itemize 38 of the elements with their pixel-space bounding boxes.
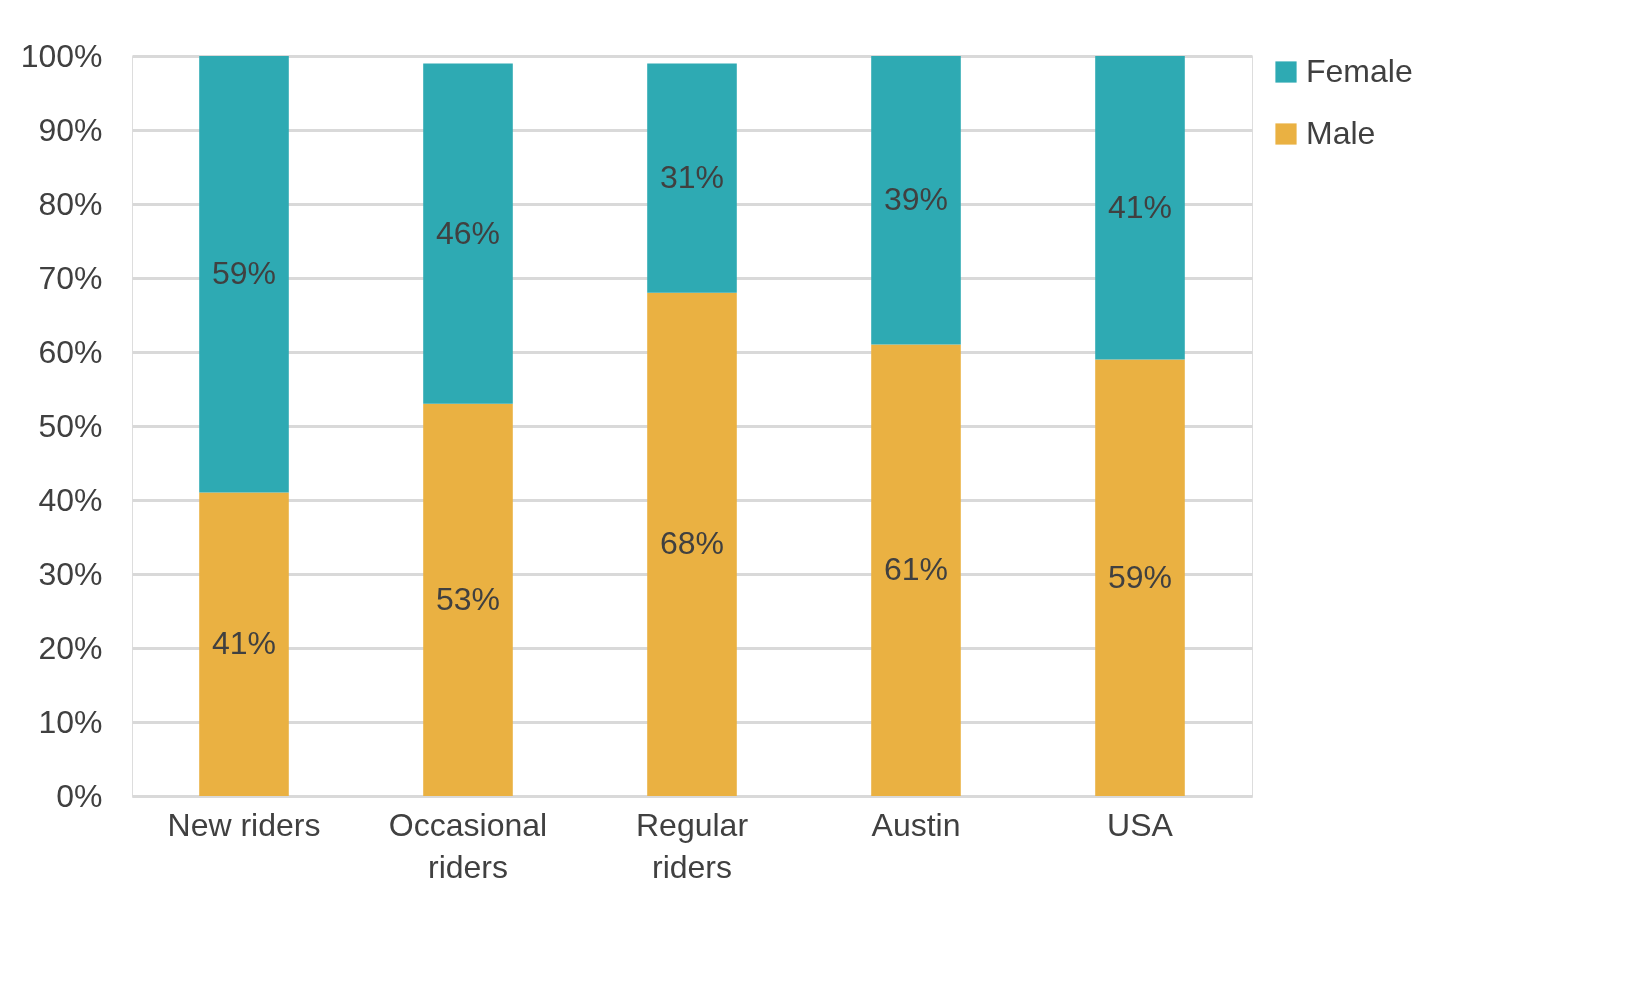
text: 68% <box>659 525 725 562</box>
bar <box>1095 359 1185 796</box>
text: 31% <box>659 159 725 196</box>
bar <box>871 56 961 345</box>
text: 61% <box>883 551 949 588</box>
bar <box>1095 56 1185 360</box>
bar <box>199 56 289 493</box>
text: 39% <box>883 181 949 218</box>
y-tick-label: 70% <box>38 259 103 296</box>
bar <box>199 492 289 796</box>
legend-label: Male <box>1306 115 1376 151</box>
legend-label: Female <box>1306 53 1413 89</box>
y-tick-label: 80% <box>38 185 103 222</box>
x-tick-label: Occasional riders <box>388 806 548 885</box>
text: 59% <box>1107 558 1173 595</box>
y-tick-label: 50% <box>38 407 103 444</box>
bar <box>423 403 513 796</box>
x-tick-label: Austin <box>871 806 961 843</box>
y-tick-label: 0% <box>56 777 103 814</box>
text: 46% <box>435 214 501 251</box>
y-tick-label: 30% <box>38 555 103 592</box>
bar <box>871 344 961 796</box>
y-tick-label: 40% <box>38 481 103 518</box>
text: 41% <box>1107 188 1173 225</box>
text: 53% <box>435 580 501 617</box>
x-tick-label: New riders <box>167 806 321 843</box>
text: 41% <box>211 625 277 662</box>
y-tick-label: 20% <box>38 629 103 666</box>
bar <box>423 63 513 404</box>
y-tick-label: 60% <box>38 333 103 370</box>
bar <box>647 292 737 796</box>
y-tick-label: 90% <box>38 111 103 148</box>
bar <box>647 63 737 293</box>
y-tick-label: 10% <box>38 703 103 740</box>
x-tick-label: Regular riders <box>635 806 749 885</box>
y-tick-label: 100% <box>20 37 103 74</box>
x-tick-label: USA <box>1107 806 1174 843</box>
text: 59% <box>211 255 277 292</box>
